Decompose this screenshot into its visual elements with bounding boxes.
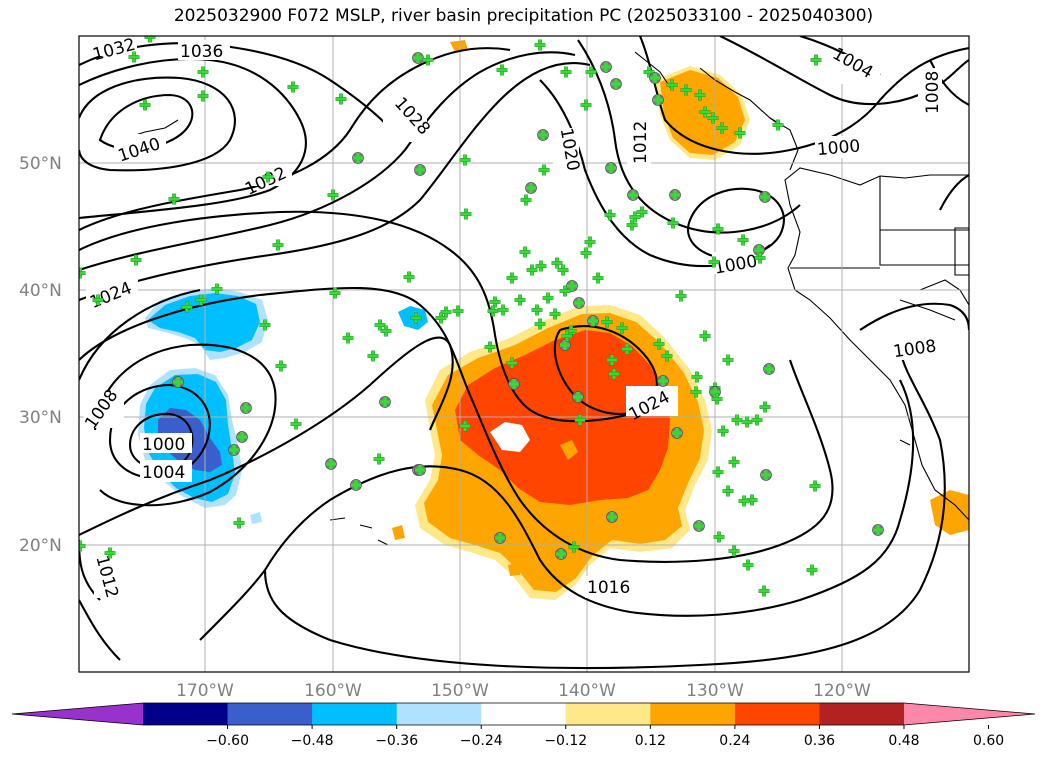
colorbar-extend-low [12, 703, 143, 725]
lat-label: 20°N [19, 536, 62, 556]
colorbar-tick-label: 0.24 [719, 733, 750, 749]
isobar-label: 1016 [587, 578, 630, 598]
colorbar: −0.60 −0.48 −0.36 −0.24 −0.12 0.12 0.24 0.36 0.4… [11, 702, 1036, 749]
colorbar-swatch [650, 703, 736, 725]
colorbar-tick-label: 0.48 [888, 733, 919, 749]
colorbar-tick-label: −0.36 [375, 733, 418, 749]
lon-label: 120°W [813, 681, 871, 701]
colorbar-swatch [565, 703, 651, 725]
isobar-label: 1036 [180, 42, 223, 62]
isobar-label: 1000 [816, 136, 861, 160]
longitude-labels: 170°W 160°W 150°W 140°W 130°W 120°W [176, 681, 871, 701]
positive-precip-shading [392, 40, 969, 600]
lon-label: 170°W [176, 681, 234, 701]
isobar-label: 1004 [142, 463, 185, 483]
lon-label: 160°W [304, 681, 362, 701]
colorbar-tick-label: −0.24 [460, 733, 503, 749]
lat-label: 50°N [19, 154, 62, 174]
lon-label: 130°W [686, 681, 744, 701]
isobar-label: 1008 [923, 71, 943, 114]
colorbar-swatch [734, 703, 820, 725]
colorbar-swatch [396, 703, 482, 725]
colorbar-swatch [227, 703, 313, 725]
lat-label: 40°N [19, 281, 62, 301]
colorbar-swatch [143, 703, 229, 725]
map-frame [78, 35, 970, 673]
map-title: 2025032900 F072 MSLP, river basin precip… [173, 6, 874, 26]
colorbar-tick-label: 0.60 [973, 733, 1004, 749]
latitude-labels: 50°N 40°N 30°N 20°N [19, 154, 62, 556]
colorbar-tick-label: −0.48 [291, 733, 334, 749]
colorbar-tick-label: 0.36 [804, 733, 835, 749]
colorbar-swatch [312, 703, 398, 725]
colorbar-tick-label: −0.60 [206, 733, 249, 749]
colorbar-tick-label: −0.12 [544, 733, 587, 749]
lon-label: 150°W [431, 681, 489, 701]
lat-label: 30°N [19, 408, 62, 428]
mslp-isobars [79, 36, 969, 670]
lon-label: 140°W [558, 681, 616, 701]
colorbar-swatch [819, 703, 905, 725]
graticule [79, 36, 969, 672]
colorbar-tick-label: 0.12 [635, 733, 666, 749]
map-panel: 1032 1036 1040 1032 1028 1020 1012 1004 … [79, 36, 969, 672]
isobar-label: 1000 [142, 435, 185, 455]
colorbar-swatch [481, 703, 567, 725]
isobar-label: 1012 [631, 121, 651, 164]
colorbar-extend-high [904, 703, 1035, 725]
colorbar-outline [11, 702, 1036, 726]
